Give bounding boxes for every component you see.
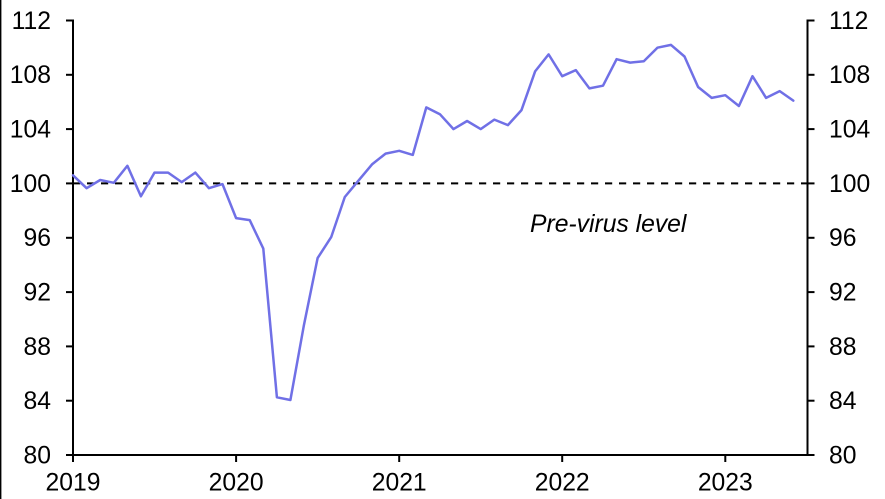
svg-text:80: 80 [829,442,856,469]
svg-text:100: 100 [10,171,51,198]
svg-text:100: 100 [829,171,870,198]
svg-text:108: 108 [10,62,51,89]
svg-text:Pre-virus level: Pre-virus level [530,211,688,238]
svg-text:2021: 2021 [372,470,427,497]
svg-text:2019: 2019 [46,470,101,497]
svg-text:108: 108 [829,62,870,89]
svg-text:104: 104 [10,117,51,144]
svg-text:2022: 2022 [535,470,590,497]
svg-text:92: 92 [829,280,856,307]
svg-text:84: 84 [24,388,51,415]
svg-text:84: 84 [829,388,856,415]
svg-text:112: 112 [12,8,51,35]
svg-text:88: 88 [829,334,856,361]
svg-text:2020: 2020 [209,470,264,497]
svg-text:2023: 2023 [698,470,753,497]
svg-text:104: 104 [829,117,870,144]
svg-text:112: 112 [829,8,868,35]
svg-text:80: 80 [24,442,51,469]
svg-text:96: 96 [829,225,856,252]
svg-text:88: 88 [24,334,51,361]
svg-text:96: 96 [24,225,51,252]
svg-text:92: 92 [24,280,51,307]
